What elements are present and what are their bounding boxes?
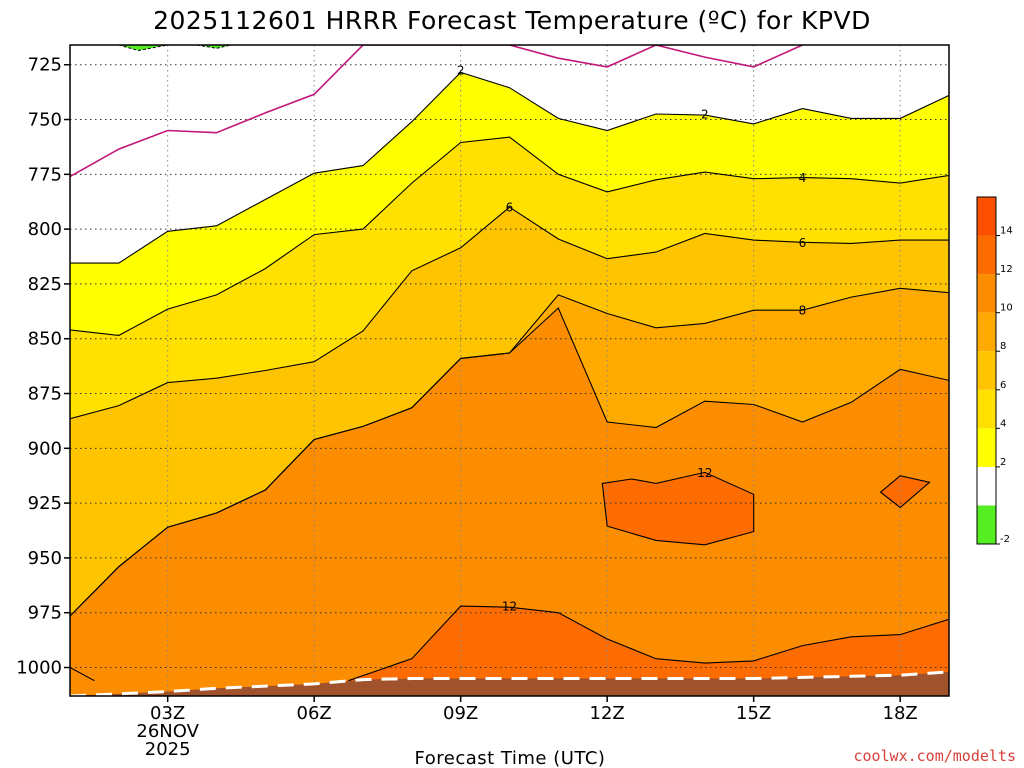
y-axis: 725 750 775 800 825 850 875 900 925 950 975 1000 [16,55,70,679]
contour-10-8 [70,667,95,682]
y-tick-label-750: 750 [28,110,62,131]
fill-region-12-right [880,475,930,508]
contour-label-2: 2 [701,108,709,122]
contour-layer: 2 2 4 6 6 8 12 12 [70,45,949,682]
fill-band-10-12 [70,308,949,696]
colorbar-band-0 [977,466,996,506]
x-year-label: 2025 [145,739,191,760]
colorbar-band-12 [977,235,996,275]
x-tick-label-06Z: 06Z [297,703,332,724]
contour-12-5 [348,605,949,682]
colorbar-tick-label-8: 8 [1000,341,1006,352]
contour-label-2: 2 [457,64,465,78]
contour-label-6: 6 [799,236,807,250]
y-tick-label-900: 900 [28,438,62,459]
fill-region-12-mid [602,472,754,545]
plot-frame [69,44,950,697]
contour-12-7 [879,475,931,509]
colorbar-frame [976,196,997,545]
y-tick-label-950: 950 [28,548,62,569]
colorbar-tick-label-2: 2 [1000,457,1006,468]
colorbar-band-2 [977,428,996,467]
y-tick-label-875: 875 [28,384,62,405]
below-zero-patch-1 [196,45,232,49]
x-tick-label-12Z: 12Z [590,703,625,724]
ground-fill [70,671,949,696]
x-date-label: 26NOV [136,721,199,742]
colorbar-tick-label-4: 4 [1000,418,1006,429]
colorbar-band-6 [977,351,996,390]
x-tick-label-18Z: 18Z [883,703,918,724]
grid-layer [70,45,949,696]
x-tick-label-03Z: 03Z [150,703,185,724]
y-tick-label-850: 850 [28,329,62,350]
contour-2-0 [70,71,949,264]
colorbar-band-10 [977,274,996,313]
fill-region-12-low [348,606,949,696]
y-tick-label-725: 725 [28,55,62,76]
x-tick-label-15Z: 15Z [736,703,771,724]
contour-0 [70,45,803,178]
contour-label-4: 4 [799,171,807,185]
contour-12-6 [601,471,755,546]
y-tick-label-775: 775 [28,164,62,185]
contour-4-1 [70,136,949,336]
contour-label-12: 12 [697,466,712,480]
y-tick-label-925: 925 [28,493,62,514]
colorbar-tick-label-6: 6 [1000,380,1006,391]
colorbar-band-4 [977,389,996,429]
colorbar: -2 2 4 6 8 10 12 14 [976,196,1013,545]
colorbar-tick-label-14: 14 [1000,226,1013,237]
colorbar-band-8 [977,312,996,352]
y-tick-label-825: 825 [28,274,62,295]
y-tick-label-1000: 1000 [16,658,62,679]
colorbar-tick-label-12: 12 [1000,264,1013,275]
watermark: coolwx.com/modelts [853,747,1016,765]
contour-label-8: 8 [799,304,807,318]
colorbar-tick-label--2: -2 [1000,534,1010,545]
x-tick-label-09Z: 09Z [443,703,478,724]
x-axis-title: Forecast Time (UTC) [415,748,606,768]
chart-title: 2025112601 HRRR Forecast Temperature (ºC… [153,6,871,35]
colorbar-band-14 [977,197,996,236]
y-tick-label-975: 975 [28,603,62,624]
contour-label-12: 12 [502,600,517,614]
y-tick-label-800: 800 [28,219,62,240]
below-zero-patch-0 [118,45,168,52]
colorbar-tick-label-10: 10 [1000,303,1013,314]
temperature-fill-layer [70,45,949,696]
colorbar-band--2 [977,505,996,544]
surface-line [70,670,949,696]
contour-10-4 [70,307,949,617]
contour-6-2 [70,206,949,420]
contour-label-6: 6 [506,201,514,215]
